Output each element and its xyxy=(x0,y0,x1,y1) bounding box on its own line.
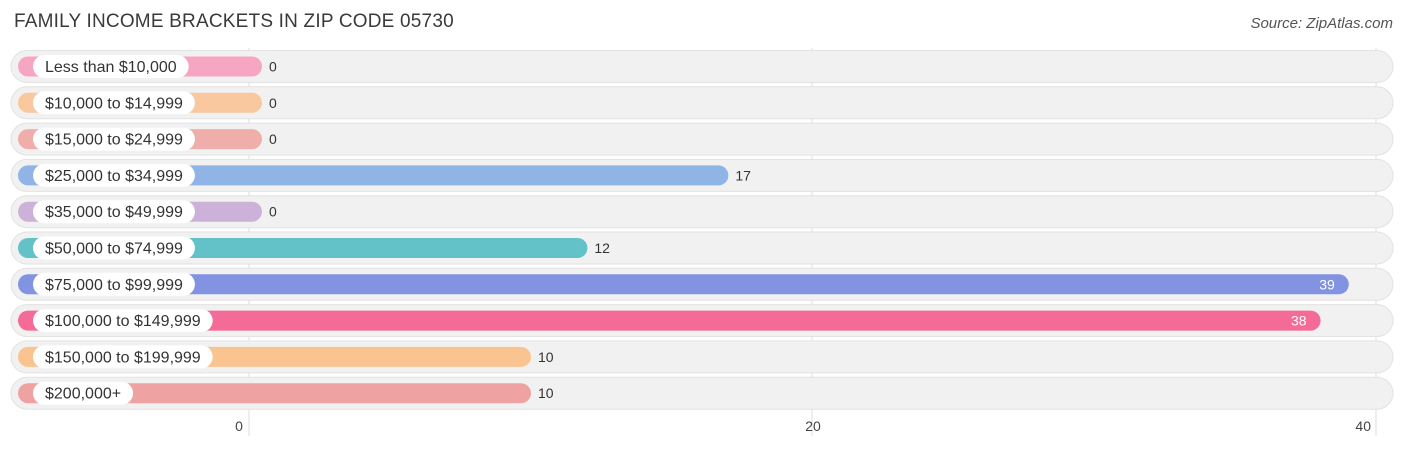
category-label-pill xyxy=(33,345,213,369)
row-track xyxy=(10,86,1394,120)
category-label-pill xyxy=(33,163,195,187)
value-label: 0 xyxy=(269,59,277,75)
value-label: 0 xyxy=(269,95,277,111)
category-label: $10,000 to $14,999 xyxy=(45,95,183,112)
category-label: $75,000 to $99,999 xyxy=(45,277,183,294)
bar-row: $15,000 to $24,999 0 xyxy=(10,122,1394,156)
bar-row: $10,000 to $14,999 0 xyxy=(10,86,1394,120)
category-label: $50,000 to $74,999 xyxy=(45,241,183,258)
category-label-pill xyxy=(33,55,189,78)
row-track xyxy=(10,195,1394,229)
x-tick-label: 20 xyxy=(805,418,821,434)
value-label: 17 xyxy=(735,167,751,183)
value-label: 10 xyxy=(538,385,554,401)
source-label: Source: ZipAtlas.com xyxy=(1250,15,1393,32)
category-label: $150,000 to $199,999 xyxy=(45,349,201,366)
category-label: $25,000 to $34,999 xyxy=(45,168,183,185)
bar-row: $35,000 to $49,999 0 xyxy=(10,195,1394,229)
bar-row: $150,000 to $199,999 10 xyxy=(10,340,1394,374)
chart-title: FAMILY INCOME BRACKETS IN ZIP CODE 05730 xyxy=(14,11,454,32)
category-label: Less than $10,000 xyxy=(45,59,177,76)
value-label: 0 xyxy=(269,204,277,220)
x-tick-label: 40 xyxy=(1355,418,1371,434)
row-track xyxy=(10,122,1394,156)
category-label: $15,000 to $24,999 xyxy=(45,132,183,149)
category-label-pill xyxy=(33,236,195,260)
value-label: 10 xyxy=(538,349,554,365)
row-track xyxy=(10,50,1394,83)
value-label: 38 xyxy=(1291,313,1307,329)
category-label-pill xyxy=(33,200,195,224)
bar-row: $200,000+ 10 xyxy=(10,376,1394,410)
category-label: $200,000+ xyxy=(45,386,121,403)
category-label-pill xyxy=(33,272,195,296)
category-label-pill xyxy=(33,91,195,115)
bar xyxy=(18,310,1321,331)
category-label-pill xyxy=(33,381,134,405)
bar-row: $100,000 to $149,999 38 xyxy=(10,304,1394,338)
category-label-pill xyxy=(33,309,213,333)
bar xyxy=(18,274,1349,295)
value-label: 12 xyxy=(594,240,610,256)
category-label: $100,000 to $149,999 xyxy=(45,313,201,330)
bar-row: $25,000 to $34,999 17 xyxy=(10,158,1394,192)
value-label: 0 xyxy=(269,131,277,147)
bar xyxy=(18,165,729,186)
bar xyxy=(18,383,531,404)
x-tick-label: 0 xyxy=(235,418,243,434)
category-label-pill xyxy=(33,127,195,151)
bar-row: Less than $10,000 0 xyxy=(10,50,1394,83)
bar-row: $50,000 to $74,999 12 xyxy=(10,231,1394,265)
value-label: 39 xyxy=(1319,276,1335,292)
bar-row: $75,000 to $99,999 39 xyxy=(10,267,1394,301)
category-label: $35,000 to $49,999 xyxy=(45,204,183,221)
